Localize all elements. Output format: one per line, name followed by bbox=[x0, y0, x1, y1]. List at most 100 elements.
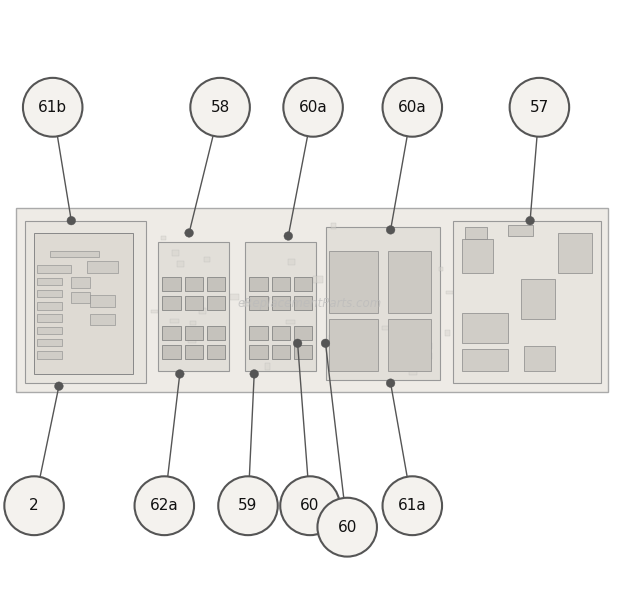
Bar bbox=[185, 277, 203, 291]
Circle shape bbox=[190, 78, 250, 137]
Bar bbox=[214, 305, 224, 308]
Bar bbox=[329, 251, 378, 313]
Bar bbox=[445, 330, 450, 337]
Bar bbox=[521, 279, 555, 319]
Bar bbox=[465, 227, 487, 239]
Bar bbox=[71, 277, 90, 288]
Text: eReplacementParts.com: eReplacementParts.com bbox=[238, 297, 382, 310]
Circle shape bbox=[4, 476, 64, 535]
Bar bbox=[294, 277, 312, 291]
Bar bbox=[190, 321, 196, 326]
Bar bbox=[34, 233, 133, 374]
Bar bbox=[37, 339, 62, 346]
Bar bbox=[294, 296, 312, 310]
Circle shape bbox=[284, 232, 293, 240]
Bar bbox=[391, 291, 397, 297]
Circle shape bbox=[283, 78, 343, 137]
Bar bbox=[188, 340, 196, 343]
Bar bbox=[162, 277, 181, 291]
Text: 61b: 61b bbox=[38, 100, 67, 115]
Bar bbox=[249, 326, 268, 340]
Bar bbox=[342, 294, 348, 297]
Bar bbox=[207, 277, 226, 291]
Bar bbox=[161, 236, 167, 240]
Text: 57: 57 bbox=[529, 100, 549, 115]
Bar bbox=[329, 335, 340, 343]
Bar bbox=[242, 302, 252, 306]
Bar bbox=[294, 326, 312, 340]
Circle shape bbox=[317, 498, 377, 557]
Bar bbox=[90, 295, 115, 306]
Bar bbox=[388, 251, 431, 313]
Text: 60: 60 bbox=[337, 520, 357, 535]
Bar bbox=[462, 349, 508, 371]
Bar bbox=[37, 278, 62, 285]
Bar bbox=[391, 260, 395, 266]
Bar bbox=[286, 319, 294, 324]
Bar bbox=[151, 310, 158, 313]
Bar bbox=[231, 294, 239, 300]
Circle shape bbox=[280, 476, 340, 535]
Bar bbox=[383, 326, 390, 330]
Text: 60a: 60a bbox=[299, 100, 327, 115]
Circle shape bbox=[383, 476, 442, 535]
Bar bbox=[185, 296, 203, 310]
Bar bbox=[558, 233, 592, 273]
Bar bbox=[162, 326, 181, 340]
Text: 62a: 62a bbox=[150, 498, 179, 513]
Bar bbox=[158, 242, 229, 371]
Bar bbox=[462, 239, 493, 273]
Bar bbox=[37, 290, 62, 297]
Bar bbox=[199, 308, 206, 314]
Bar bbox=[524, 346, 555, 371]
Bar bbox=[272, 345, 290, 359]
Bar bbox=[439, 267, 443, 271]
Bar bbox=[87, 261, 118, 273]
Bar bbox=[25, 221, 146, 383]
Bar bbox=[272, 277, 290, 291]
Bar bbox=[16, 208, 608, 392]
Bar bbox=[272, 326, 290, 340]
Bar bbox=[217, 282, 221, 289]
Text: 59: 59 bbox=[238, 498, 258, 513]
Bar bbox=[288, 259, 294, 265]
Bar bbox=[37, 327, 62, 334]
Circle shape bbox=[250, 370, 259, 378]
Text: 61a: 61a bbox=[398, 498, 427, 513]
Bar bbox=[326, 227, 440, 380]
Text: 60a: 60a bbox=[398, 100, 427, 115]
Bar bbox=[71, 292, 90, 303]
Bar bbox=[272, 296, 290, 310]
Bar bbox=[294, 345, 312, 359]
Bar bbox=[37, 314, 62, 322]
Circle shape bbox=[23, 78, 82, 137]
Bar bbox=[329, 319, 378, 371]
Circle shape bbox=[526, 216, 534, 225]
Circle shape bbox=[67, 216, 76, 225]
Bar bbox=[185, 345, 203, 359]
Circle shape bbox=[293, 339, 302, 348]
Bar bbox=[425, 352, 432, 359]
Bar bbox=[249, 345, 268, 359]
Bar bbox=[446, 291, 453, 294]
Bar bbox=[162, 296, 181, 310]
Bar bbox=[407, 302, 417, 305]
Circle shape bbox=[510, 78, 569, 137]
Bar bbox=[207, 296, 226, 310]
Bar bbox=[453, 221, 601, 383]
Bar bbox=[409, 368, 417, 375]
Bar bbox=[388, 319, 431, 371]
Bar bbox=[313, 276, 323, 283]
Bar bbox=[37, 351, 62, 359]
Bar bbox=[50, 251, 99, 257]
Bar bbox=[425, 343, 432, 349]
Bar bbox=[331, 224, 336, 229]
Bar bbox=[162, 345, 181, 359]
Bar bbox=[265, 363, 270, 370]
Circle shape bbox=[383, 78, 442, 137]
Bar bbox=[207, 345, 226, 359]
Bar bbox=[90, 314, 115, 325]
Bar bbox=[37, 302, 62, 310]
Circle shape bbox=[135, 476, 194, 535]
Bar bbox=[508, 225, 533, 236]
